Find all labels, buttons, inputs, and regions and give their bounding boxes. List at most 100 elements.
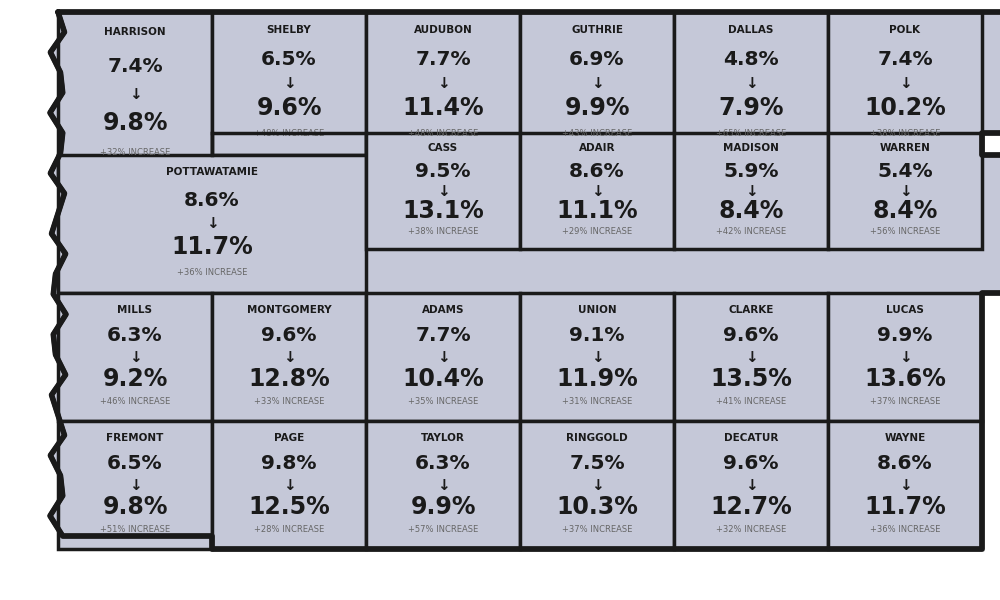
Text: +37% INCREASE: +37% INCREASE: [562, 526, 632, 534]
Bar: [520, 293, 674, 421]
Polygon shape: [50, 12, 1000, 549]
Text: 8.4%: 8.4%: [718, 199, 784, 223]
Text: ↓: ↓: [899, 478, 911, 493]
Text: 7.7%: 7.7%: [415, 50, 471, 68]
Text: ↓: ↓: [745, 184, 757, 199]
Text: 12.8%: 12.8%: [248, 367, 330, 391]
Text: +57% INCREASE: +57% INCREASE: [408, 526, 478, 534]
Text: 9.9%: 9.9%: [877, 326, 933, 345]
Text: 13.6%: 13.6%: [864, 367, 946, 391]
Text: ↓: ↓: [129, 478, 141, 493]
Text: FREMONT: FREMONT: [106, 433, 164, 443]
Text: 8.6%: 8.6%: [877, 454, 933, 473]
Text: 10.3%: 10.3%: [556, 495, 638, 519]
Text: LUCAS: LUCAS: [886, 305, 924, 314]
Text: 7.4%: 7.4%: [877, 50, 933, 68]
Text: POLK: POLK: [890, 25, 920, 35]
Bar: [828, 293, 982, 421]
Bar: [212, 293, 366, 421]
Text: 10.4%: 10.4%: [402, 367, 484, 391]
Text: +46% INCREASE: +46% INCREASE: [100, 397, 170, 406]
Text: 12.7%: 12.7%: [710, 495, 792, 519]
Text: +65% INCREASE: +65% INCREASE: [716, 129, 786, 138]
Bar: [520, 133, 674, 249]
Text: +35% INCREASE: +35% INCREASE: [408, 397, 478, 406]
Bar: [674, 12, 828, 155]
Text: WAYNE: WAYNE: [884, 433, 926, 443]
Text: +38% INCREASE: +38% INCREASE: [408, 227, 478, 236]
Text: 11.9%: 11.9%: [556, 367, 638, 391]
Text: ↓: ↓: [283, 478, 295, 493]
Text: 8.6%: 8.6%: [569, 162, 625, 181]
Text: +38% INCREASE: +38% INCREASE: [870, 129, 940, 138]
Text: ↓: ↓: [283, 349, 295, 364]
Text: 9.5%: 9.5%: [415, 162, 471, 181]
Text: CLARKE: CLARKE: [728, 305, 774, 314]
Text: 6.3%: 6.3%: [107, 326, 163, 345]
Text: 11.1%: 11.1%: [556, 199, 638, 223]
Bar: [366, 421, 520, 549]
Bar: [520, 12, 674, 155]
Text: 9.9%: 9.9%: [564, 96, 630, 120]
Text: 5.4%: 5.4%: [877, 162, 933, 181]
Text: RINGGOLD: RINGGOLD: [566, 433, 628, 443]
Text: HARRISON: HARRISON: [104, 27, 166, 37]
Text: 9.2%: 9.2%: [102, 367, 168, 391]
Bar: [58, 155, 366, 293]
Text: 9.8%: 9.8%: [261, 454, 317, 473]
Text: ↓: ↓: [591, 478, 603, 493]
Text: ↓: ↓: [591, 184, 603, 199]
Text: ADAIR: ADAIR: [579, 143, 615, 154]
Text: ↓: ↓: [745, 349, 757, 364]
Text: +48% INCREASE: +48% INCREASE: [408, 129, 478, 138]
Text: +32% INCREASE: +32% INCREASE: [716, 526, 786, 534]
Text: DECATUR: DECATUR: [724, 433, 778, 443]
Text: 9.1%: 9.1%: [569, 326, 625, 345]
Text: ↓: ↓: [899, 349, 911, 364]
Text: 6.3%: 6.3%: [415, 454, 471, 473]
Text: 13.5%: 13.5%: [710, 367, 792, 391]
Text: 4.8%: 4.8%: [723, 50, 779, 68]
Text: ↓: ↓: [129, 349, 141, 364]
Text: CASS: CASS: [428, 143, 458, 154]
Text: 12.5%: 12.5%: [248, 495, 330, 519]
Bar: [58, 421, 212, 549]
Bar: [58, 293, 212, 421]
Bar: [520, 421, 674, 549]
Text: ADAMS: ADAMS: [422, 305, 464, 314]
Text: 10.2%: 10.2%: [864, 96, 946, 120]
Text: UNION: UNION: [578, 305, 616, 314]
Text: +41% INCREASE: +41% INCREASE: [716, 397, 786, 406]
Bar: [674, 421, 828, 549]
Text: +33% INCREASE: +33% INCREASE: [254, 397, 324, 406]
Text: ↓: ↓: [591, 349, 603, 364]
Text: ↓: ↓: [437, 478, 449, 493]
Text: ↓: ↓: [129, 87, 141, 102]
Text: +31% INCREASE: +31% INCREASE: [562, 397, 632, 406]
Text: 9.6%: 9.6%: [261, 326, 317, 345]
Bar: [58, 12, 212, 177]
Text: 7.5%: 7.5%: [569, 454, 625, 473]
Text: WARREN: WARREN: [880, 143, 930, 154]
Text: +48% INCREASE: +48% INCREASE: [254, 129, 324, 138]
Text: 6.9%: 6.9%: [569, 50, 625, 68]
Text: 9.8%: 9.8%: [102, 110, 168, 134]
Bar: [366, 12, 520, 155]
Text: MONTGOMERY: MONTGOMERY: [247, 305, 331, 314]
Text: ↓: ↓: [745, 478, 757, 493]
Text: +42% INCREASE: +42% INCREASE: [716, 227, 786, 236]
Text: +29% INCREASE: +29% INCREASE: [562, 227, 632, 236]
Text: MADISON: MADISON: [723, 143, 779, 154]
Text: SHELBY: SHELBY: [267, 25, 311, 35]
Text: 8.6%: 8.6%: [184, 191, 240, 210]
Text: ↓: ↓: [206, 217, 218, 232]
Text: +37% INCREASE: +37% INCREASE: [870, 397, 940, 406]
Bar: [828, 12, 982, 155]
Text: 6.5%: 6.5%: [261, 50, 317, 68]
Text: GUTHRIE: GUTHRIE: [571, 25, 623, 35]
Text: PAGE: PAGE: [274, 433, 304, 443]
Text: 5.9%: 5.9%: [723, 162, 779, 181]
Text: 7.7%: 7.7%: [415, 326, 471, 345]
Text: 9.6%: 9.6%: [723, 326, 779, 345]
Bar: [366, 293, 520, 421]
